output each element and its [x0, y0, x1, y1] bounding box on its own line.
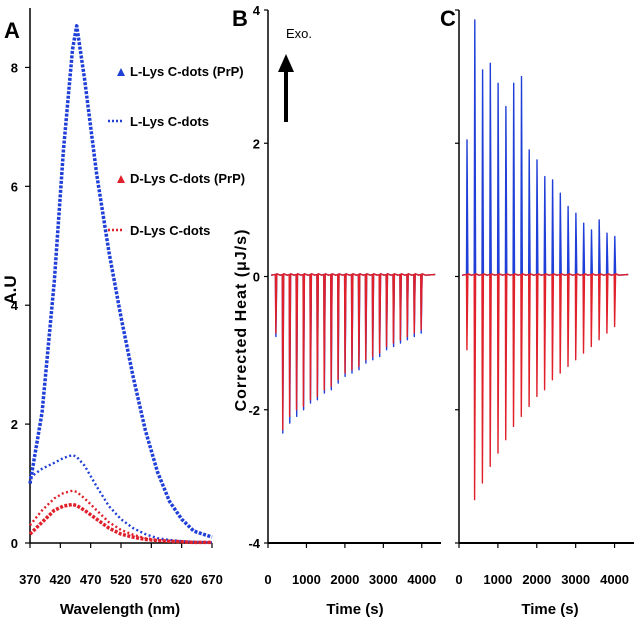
panel-a-x-tick-label: 570 [140, 572, 162, 587]
panel-a-legend: L-Lys C-dots (PrP) L-Lys C-dots D-Lys C-… [108, 64, 245, 238]
panel-a-letter: A [4, 18, 20, 43]
panel-a-series-line-3 [29, 489, 212, 544]
panel-b-x-tick-label: 1000 [292, 572, 321, 587]
panel-b-red-trace [270, 273, 436, 431]
panel-c-series [461, 19, 629, 501]
panel-c-x-tick-label: 3000 [561, 572, 590, 587]
panel-c-chart: 0 1000 2000 3000 4000 Time (s) [455, 9, 634, 618]
panel-b-y-tick-label: -2 [248, 403, 260, 418]
panel-a-x-tick-label: 470 [80, 572, 102, 587]
panel-a-y-tick-label: 8 [11, 60, 18, 75]
panel-a-x-axis-label: Wavelength (nm) [60, 601, 180, 618]
panel-b-letter: B [232, 6, 248, 31]
panel-a-x-tick-label: 370 [19, 572, 41, 587]
panel-b-tick-labels: 4 2 0 -2 -4 0 1000 2000 3000 4000 [248, 3, 436, 587]
panel-c-tick-labels: 0 1000 2000 3000 4000 [455, 572, 629, 587]
panel-b-x-tick-label: 3000 [369, 572, 398, 587]
legend-marker-l-lys-prp [117, 68, 125, 76]
panel-a-series-line-0 [28, 24, 213, 539]
legend-label-d-lys-prp: D-Lys C-dots (PrP) [130, 171, 245, 186]
panel-b-x-axis-label: Time (s) [326, 601, 383, 618]
exo-annotation: Exo. [286, 26, 312, 41]
panel-c-x-tick-label: 1000 [483, 572, 512, 587]
panel-b-y-tick-label: 2 [253, 136, 260, 151]
panel-b-chart: 4 2 0 -2 -4 0 1000 2000 3000 4000 Time (s) Correc… [233, 3, 441, 618]
panel-b-x-tick-label: 0 [264, 572, 271, 587]
panel-c-x-tick-label: 0 [455, 572, 462, 587]
panel-b-y-axis-label: Corrected Heat (μJ/s) [233, 229, 250, 412]
panel-a-tick-labels: 370 420 470 520 570 620 670 0 2 4 6 8 [11, 60, 223, 587]
panel-b-series [270, 273, 436, 434]
panel-a-y-tick-label: 0 [11, 536, 18, 551]
panel-a-x-tick-label: 420 [49, 572, 71, 587]
panel-a-y-tick-label: 2 [11, 417, 18, 432]
panel-b-x-tick-label: 2000 [330, 572, 359, 587]
panel-b-x-tick-label: 4000 [407, 572, 436, 587]
panel-a-x-tick-label: 620 [171, 572, 193, 587]
panel-c-x-tick-label: 2000 [522, 572, 551, 587]
panel-c-x-tick-label: 4000 [600, 572, 629, 587]
panel-b-axes [264, 9, 441, 548]
panel-b-y-tick-label: -4 [248, 536, 260, 551]
panel-c-x-axis-label: Time (s) [521, 601, 578, 618]
panel-c-axes [455, 9, 634, 548]
panel-c-letter: C [440, 6, 456, 31]
panel-b-y-tick-label: 4 [253, 3, 261, 18]
panel-a-y-tick-label: 4 [11, 298, 19, 313]
panel-a-x-tick-label: 670 [201, 572, 223, 587]
panel-a-series-line-2 [28, 502, 212, 545]
panel-a-x-tick-label: 520 [110, 572, 132, 587]
legend-label-d-lys: D-Lys C-dots [130, 223, 210, 238]
panel-a-chart: 370 420 470 520 570 620 670 0 2 4 6 8 Wavelength (n… [1, 8, 245, 618]
exo-arrow-icon [278, 54, 294, 122]
legend-label-l-lys-prp: L-Lys C-dots (PrP) [130, 64, 244, 79]
panel-c-red-trace [461, 273, 629, 501]
panel-b-y-tick-label: 0 [253, 270, 260, 285]
panel-a-y-axis-label: A.U [1, 275, 20, 304]
panel-c-blue-trace [461, 19, 629, 276]
panel-a-y-tick-label: 6 [11, 179, 18, 194]
panel-a-series [28, 24, 213, 545]
legend-marker-d-lys-prp [117, 175, 125, 183]
legend-label-l-lys: L-Lys C-dots [130, 114, 209, 129]
